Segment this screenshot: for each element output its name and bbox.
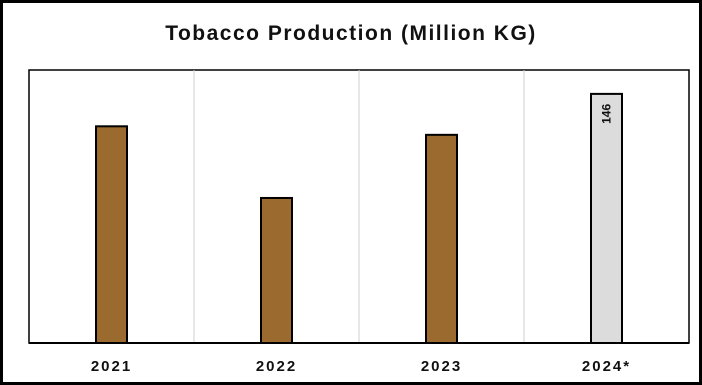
category-separators (193, 70, 525, 343)
x-tick-label: 2021 (91, 358, 132, 375)
x-tick-label: 2024* (582, 358, 631, 375)
bar-2022 (260, 196, 293, 344)
bar-2023 (425, 133, 458, 344)
data-label-2024: 146 (600, 104, 614, 124)
data-labels: 146 (600, 104, 614, 124)
bar-2021 (95, 125, 128, 345)
x-tick-label: 2022 (256, 358, 297, 375)
bar-2024 (590, 92, 623, 344)
chart-title: Tobacco Production (Million KG) (165, 22, 537, 45)
x-tick-label: 2023 (421, 358, 462, 375)
x-tick-labels: 2021 2022 2023 2024* (91, 358, 631, 375)
